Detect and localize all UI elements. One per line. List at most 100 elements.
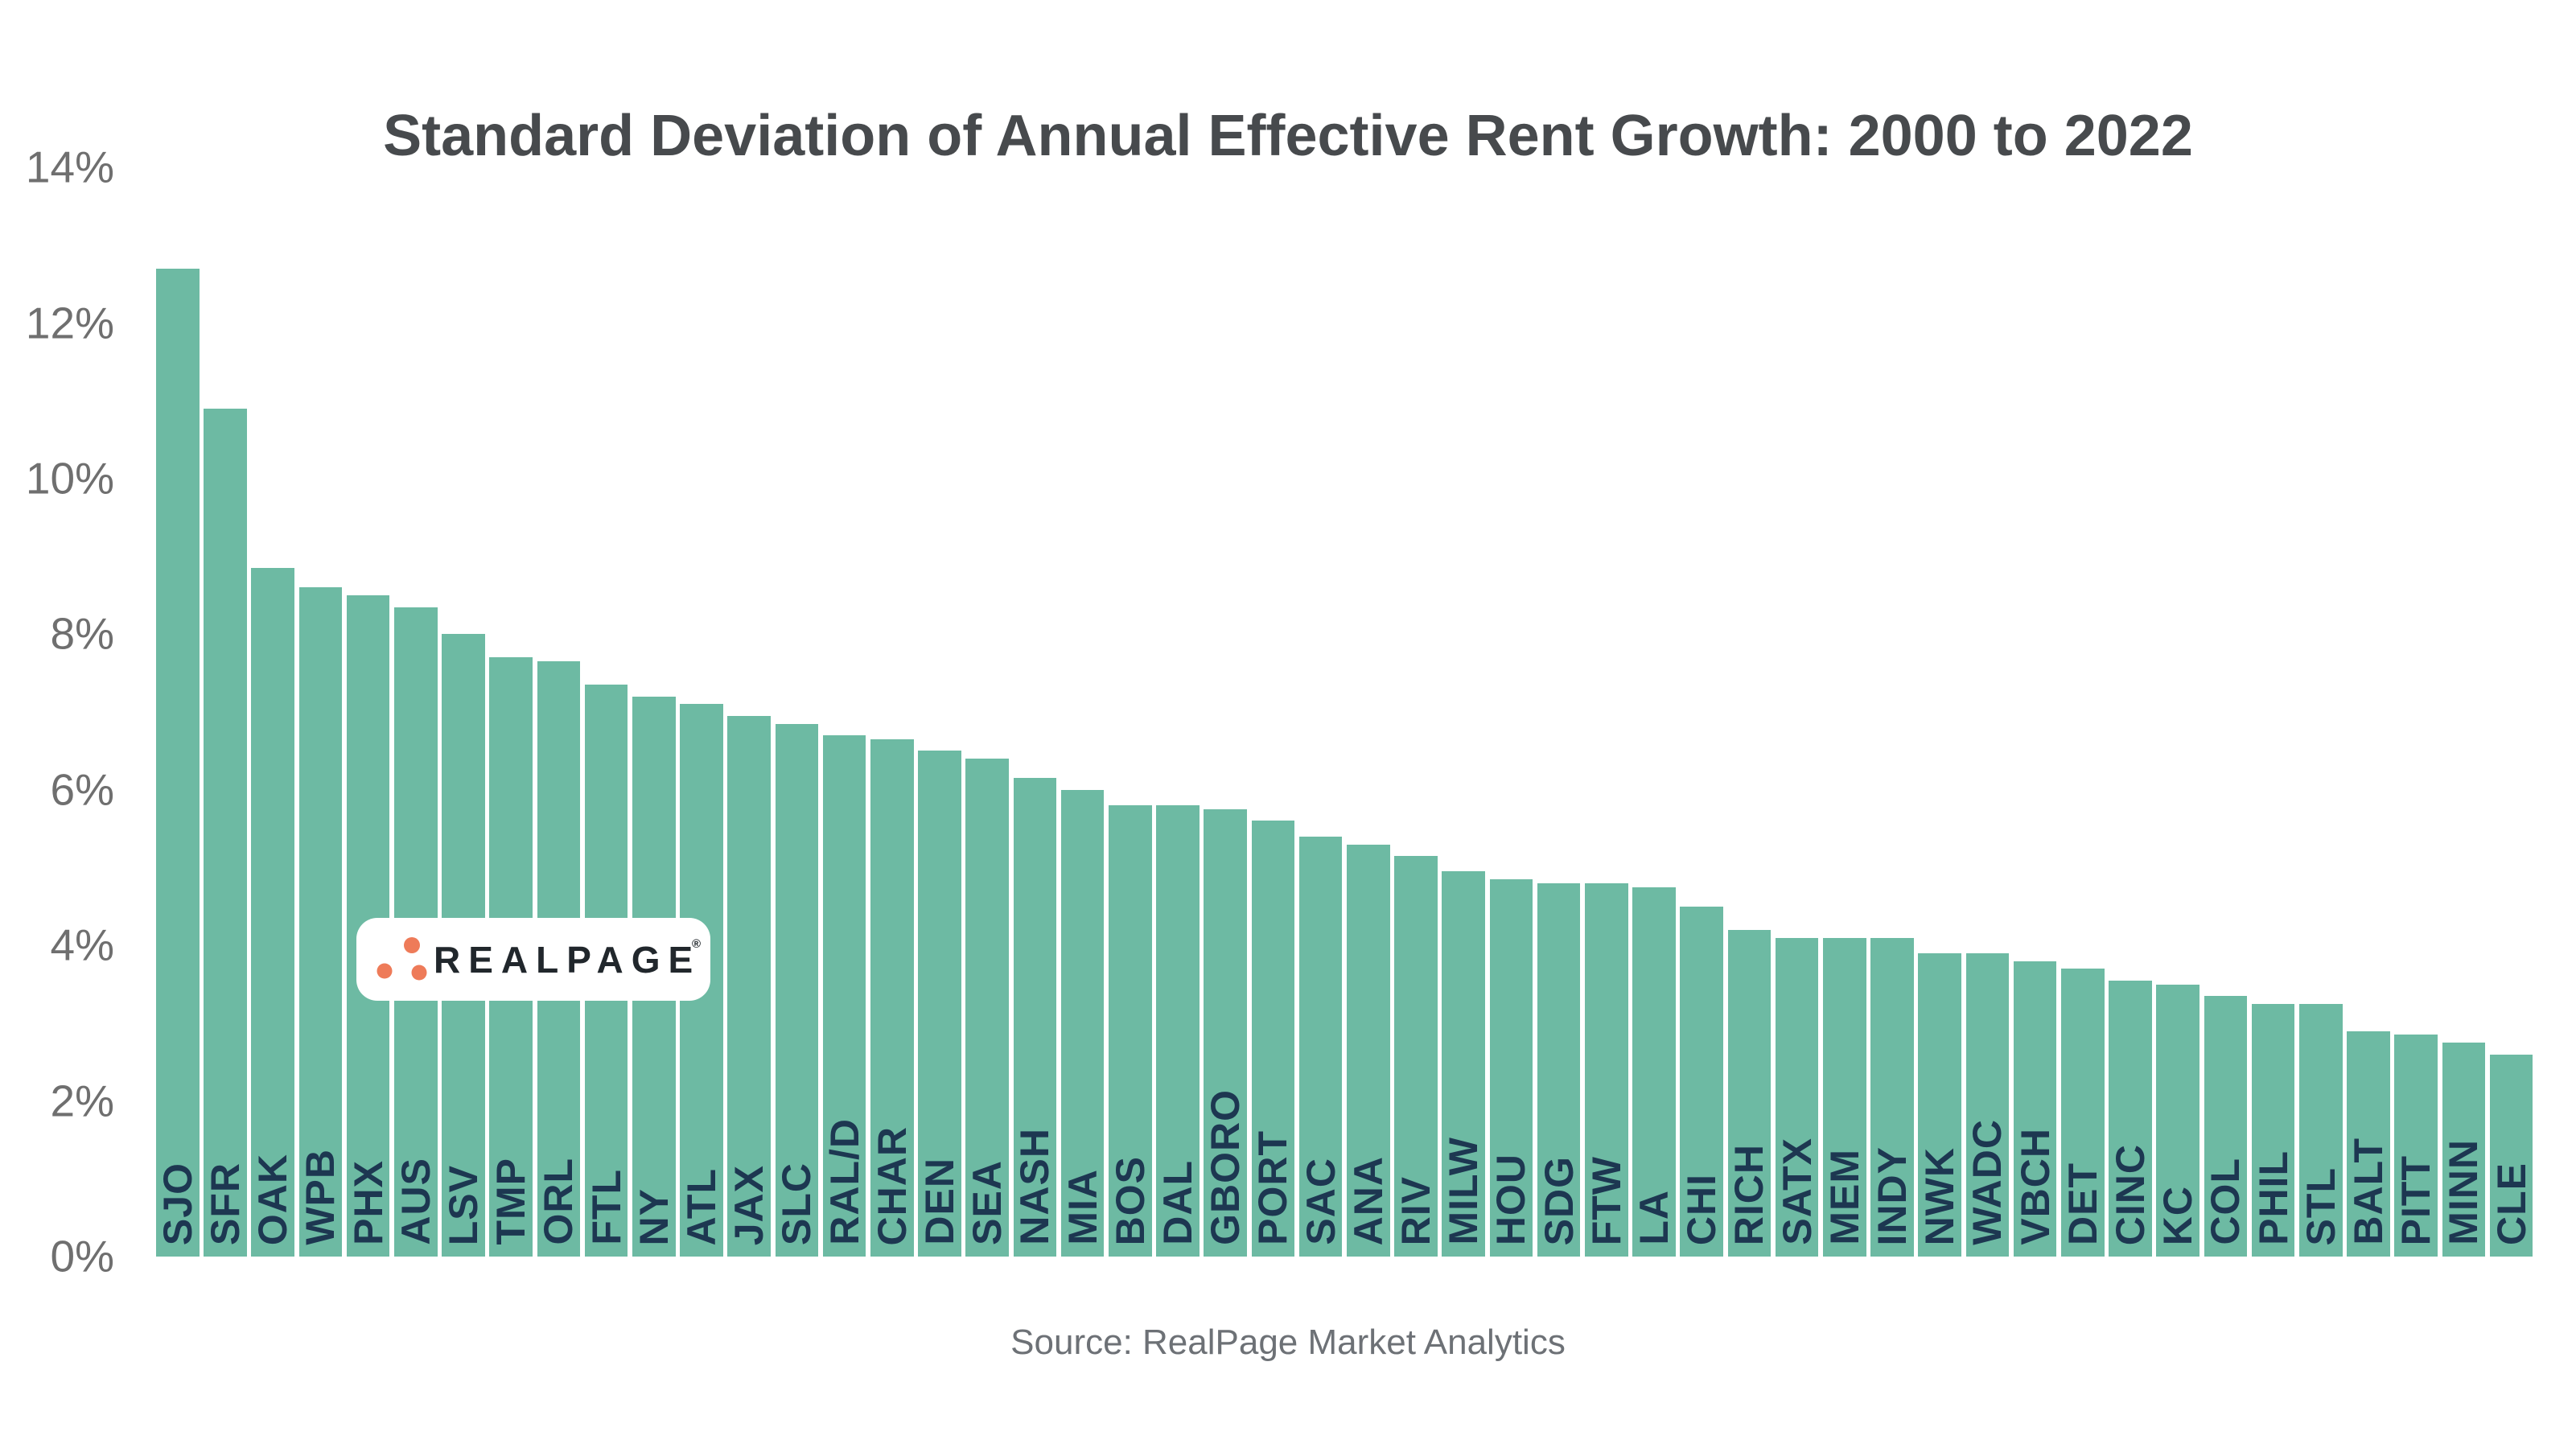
bar-label: WPB: [298, 1149, 344, 1245]
bar-kc: KC: [2155, 984, 2201, 1257]
bar-label: MIA: [1060, 1169, 1105, 1245]
bar-slc: SLC: [774, 723, 820, 1257]
bar-label: JAX: [726, 1164, 772, 1245]
bar-label: DAL: [1154, 1160, 1200, 1245]
bar-minn: MINN: [2441, 1043, 2486, 1257]
bar-label: SATX: [1774, 1138, 1820, 1245]
bar-label: HOU: [1488, 1153, 1534, 1245]
bar-label: DET: [2060, 1162, 2105, 1245]
bar-cle: CLE: [2489, 1054, 2534, 1257]
y-axis-tick-label: 14%: [25, 142, 114, 192]
realpage-logo-text: REALPAGE: [434, 938, 702, 981]
bar-hou: HOU: [1488, 879, 1534, 1257]
bar-dal: DAL: [1154, 805, 1200, 1257]
bar-nwk: NWK: [1917, 952, 1963, 1257]
bar-label: KC: [2155, 1185, 2201, 1245]
bar-satx: SATX: [1774, 937, 1820, 1257]
y-axis-tick-label: 8%: [50, 608, 115, 659]
bar-nash: NASH: [1012, 778, 1058, 1257]
bar-char: CHAR: [869, 738, 915, 1257]
bar-label: SDG: [1536, 1155, 1582, 1245]
bar-label: MEM: [1821, 1149, 1867, 1245]
bar-label: CHI: [1679, 1173, 1725, 1245]
bar-label: NASH: [1012, 1128, 1058, 1245]
bar-col: COL: [2203, 996, 2249, 1257]
bar-mia: MIA: [1060, 789, 1105, 1257]
bar-label: CHAR: [869, 1125, 915, 1245]
bar-label: SJO: [154, 1162, 200, 1245]
bar-jax: JAX: [726, 715, 772, 1257]
bar-label: FTL: [583, 1169, 629, 1245]
bar-label: NY: [631, 1187, 677, 1245]
bar-label: COL: [2203, 1158, 2249, 1245]
bar-label: ORL: [536, 1158, 582, 1245]
bar-ral-d: RAL/D: [821, 735, 867, 1257]
bar-gboro: GBORO: [1203, 808, 1249, 1257]
bar-label: SLC: [774, 1162, 820, 1245]
bar-label: ATL: [678, 1167, 724, 1245]
bar-label: TMP: [488, 1158, 534, 1245]
bar-label: VBCH: [2012, 1128, 2058, 1245]
y-axis-tick-label: 10%: [25, 453, 114, 504]
bar-la: LA: [1631, 887, 1677, 1257]
bar-sdg: SDG: [1536, 882, 1582, 1257]
bar-label: FTW: [1583, 1155, 1629, 1245]
bar-label: CINC: [2107, 1143, 2153, 1245]
bar-label: BALT: [2345, 1138, 2391, 1245]
bar-label: AUS: [393, 1158, 438, 1245]
bar-label: STL: [2298, 1166, 2344, 1245]
y-axis: 0% 2% 4% 6% 8% 10% 12% 14%: [0, 0, 114, 1444]
chart-title: Standard Deviation of Annual Effective R…: [383, 104, 2193, 168]
bar-bos: BOS: [1107, 805, 1153, 1257]
bar-sea: SEA: [965, 759, 1010, 1257]
bar-wadc: WADC: [1965, 952, 2010, 1257]
bar-label: BOS: [1107, 1155, 1153, 1245]
bar-label: RIV: [1393, 1175, 1438, 1245]
bar-wpb: WPB: [298, 587, 344, 1257]
bar-label: LA: [1631, 1190, 1677, 1245]
bar-label: PHIL: [2250, 1150, 2296, 1245]
bar-den: DEN: [916, 751, 962, 1257]
bar-label: SEA: [965, 1160, 1010, 1245]
bar-label: PHX: [345, 1160, 391, 1245]
realpage-dots-icon: [377, 937, 427, 981]
bar-det: DET: [2060, 969, 2105, 1257]
y-axis-tick-label: 2%: [50, 1076, 115, 1126]
bar-label: LSV: [440, 1164, 486, 1245]
bar-cinc: CINC: [2107, 980, 2153, 1257]
bar-plot: SJO SFR OAK WPB PHX AUS LSV TMP ORL FTL NY ATL JAX SL…: [154, 0, 2539, 1257]
bar-vbch: VBCH: [2012, 961, 2058, 1257]
bar-label: PORT: [1250, 1130, 1296, 1245]
bar-indy: INDY: [1869, 937, 1915, 1257]
bar-label: WADC: [1965, 1119, 2010, 1245]
y-axis-tick-label: 6%: [50, 764, 115, 815]
registered-mark: ®: [691, 937, 701, 951]
bar-oak: OAK: [250, 568, 296, 1257]
bar-stl: STL: [2298, 1003, 2344, 1257]
bar-label: INDY: [1869, 1146, 1915, 1245]
bar-riv: RIV: [1393, 856, 1438, 1257]
bar-label: OAK: [250, 1153, 296, 1245]
realpage-logo: REALPAGE ®: [356, 918, 710, 1001]
bar-label: RICH: [1726, 1143, 1772, 1245]
bar-label: MILW: [1441, 1137, 1487, 1245]
bar-label: GBORO: [1203, 1089, 1249, 1245]
bar-sjo: SJO: [154, 268, 200, 1257]
bar-pitt: PITT: [2393, 1035, 2438, 1257]
bar-milw: MILW: [1441, 871, 1487, 1257]
bar-label: SFR: [202, 1162, 248, 1245]
source-note: Source: RealPage Market Analytics: [1010, 1323, 1566, 1362]
bar-chi: CHI: [1679, 906, 1725, 1257]
bar-balt: BALT: [2345, 1031, 2391, 1257]
bar-label: DEN: [916, 1158, 962, 1245]
bar-label: NWK: [1917, 1146, 1963, 1245]
bar-sfr: SFR: [202, 408, 248, 1257]
bar-label: SAC: [1298, 1158, 1344, 1245]
bar-ana: ANA: [1346, 844, 1391, 1257]
bar-port: PORT: [1250, 821, 1296, 1257]
bar-sac: SAC: [1298, 836, 1344, 1257]
bar-mem: MEM: [1821, 937, 1867, 1257]
y-axis-tick-label: 4%: [50, 919, 115, 970]
bar-label: RAL/D: [821, 1118, 867, 1245]
